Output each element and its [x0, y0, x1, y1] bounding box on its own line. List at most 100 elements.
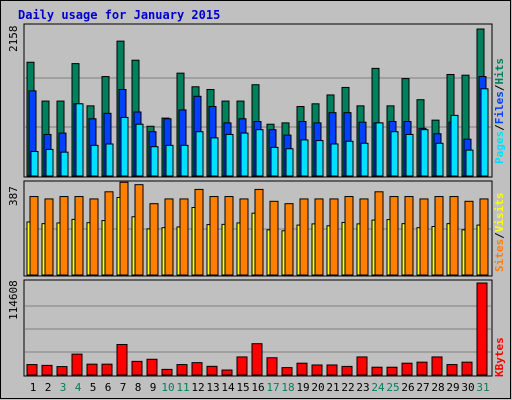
bar-pages — [375, 122, 384, 177]
bar-pages — [60, 151, 69, 177]
bar-pages — [75, 103, 84, 177]
bar-pages — [405, 133, 414, 177]
bar-sites — [479, 198, 489, 276]
bar-sites — [254, 188, 264, 276]
bar-sites — [134, 184, 144, 276]
bar-sites — [74, 196, 84, 276]
bar-kbytes — [341, 365, 353, 376]
bar-pages — [225, 133, 234, 177]
bar-pages — [120, 116, 129, 177]
bar-sites — [59, 196, 69, 276]
bar-kbytes — [296, 362, 308, 376]
day-label: 25 — [386, 381, 399, 394]
bar-pages — [435, 142, 444, 177]
day-label: 20 — [311, 381, 324, 394]
panel-hits-files-pages — [23, 23, 493, 178]
bar-pages — [105, 143, 114, 177]
y-max-label-hits: 2158 — [7, 26, 20, 53]
bar-pages — [180, 144, 189, 177]
bar-pages — [315, 140, 324, 177]
day-label: 11 — [176, 381, 189, 394]
bar-sites — [29, 196, 39, 276]
bar-kbytes — [131, 360, 143, 376]
bar-kbytes — [41, 364, 53, 376]
day-label: 24 — [371, 381, 385, 394]
bar-sites — [209, 196, 219, 276]
bar-kbytes — [446, 364, 458, 376]
bar-sites — [419, 198, 429, 276]
day-label: 5 — [90, 381, 97, 394]
bar-kbytes — [431, 356, 443, 376]
day-label: 2 — [45, 381, 52, 394]
bar-kbytes — [26, 364, 38, 376]
bar-sites — [374, 191, 384, 276]
bar-pages — [390, 131, 399, 177]
bar-pages — [480, 88, 489, 177]
legend-separator: / — [493, 232, 506, 239]
day-label: 12 — [191, 381, 204, 394]
bar-pages — [135, 123, 144, 177]
day-label: 14 — [221, 381, 235, 394]
bar-kbytes — [461, 361, 473, 376]
bar-sites — [149, 203, 159, 276]
legend-separator: / — [493, 84, 506, 91]
bar-pages — [90, 144, 99, 177]
bar-pages — [300, 139, 309, 177]
day-label: 3 — [60, 381, 67, 394]
bar-kbytes — [401, 362, 413, 376]
bar-kbytes — [161, 368, 173, 376]
bar-pages — [285, 148, 294, 177]
bar-pages — [360, 142, 369, 177]
day-label: 28 — [431, 381, 444, 394]
bar-sites — [284, 203, 294, 276]
bar-sites — [449, 196, 459, 276]
day-label: 26 — [401, 381, 414, 394]
bar-kbytes — [326, 364, 338, 376]
bar-sites — [119, 181, 129, 276]
y-max-label-visits: 387 — [7, 186, 20, 206]
bar-kbytes — [251, 343, 263, 376]
chart-title: Daily usage for January 2015 — [18, 8, 220, 22]
bar-sites — [389, 196, 399, 276]
bar-kbytes — [476, 282, 488, 376]
bar-sites — [329, 198, 339, 276]
bar-pages — [450, 114, 459, 177]
legend-pages-files-hits: Pages/Files/Hits — [493, 58, 506, 164]
bar-sites — [224, 196, 234, 276]
bar-pages — [330, 143, 339, 177]
panel-visits-sites — [23, 180, 493, 277]
bar-kbytes — [371, 366, 383, 376]
legend-hits: Hits — [493, 58, 506, 85]
bar-kbytes — [191, 362, 203, 376]
day-label: 22 — [341, 381, 354, 394]
day-labels: 1 2 3 4 5 6 7 8 9 10 11 12 13 14 15 16 17 18 19 20 21 22 23 24 2… — [30, 381, 490, 394]
bar-kbytes — [236, 356, 248, 376]
bar-kbytes — [416, 361, 428, 376]
bar-sites — [404, 196, 414, 276]
bar-pages — [240, 132, 249, 177]
bar-sites — [269, 200, 279, 276]
bar-pages — [30, 150, 39, 177]
bar-sites — [104, 191, 114, 276]
panel-kbytes — [23, 279, 493, 377]
bar-kbytes — [281, 367, 293, 376]
bar-pages — [270, 146, 279, 177]
day-label: 19 — [296, 381, 309, 394]
day-label: 15 — [236, 381, 249, 394]
day-label: 9 — [150, 381, 157, 394]
day-label: 23 — [356, 381, 369, 394]
bar-kbytes — [71, 353, 83, 376]
bar-kbytes — [86, 363, 98, 376]
bar-sites — [89, 198, 99, 276]
day-label: 1 — [30, 381, 37, 394]
day-label: 7 — [120, 381, 127, 394]
bar-pages — [150, 146, 159, 177]
bars — [26, 28, 489, 376]
bar-pages — [165, 144, 174, 177]
legend-pages: Pages — [493, 131, 506, 164]
bar-kbytes — [206, 365, 218, 376]
bar-kbytes — [146, 358, 158, 376]
bar-pages — [465, 149, 474, 177]
bar-sites — [464, 200, 474, 276]
